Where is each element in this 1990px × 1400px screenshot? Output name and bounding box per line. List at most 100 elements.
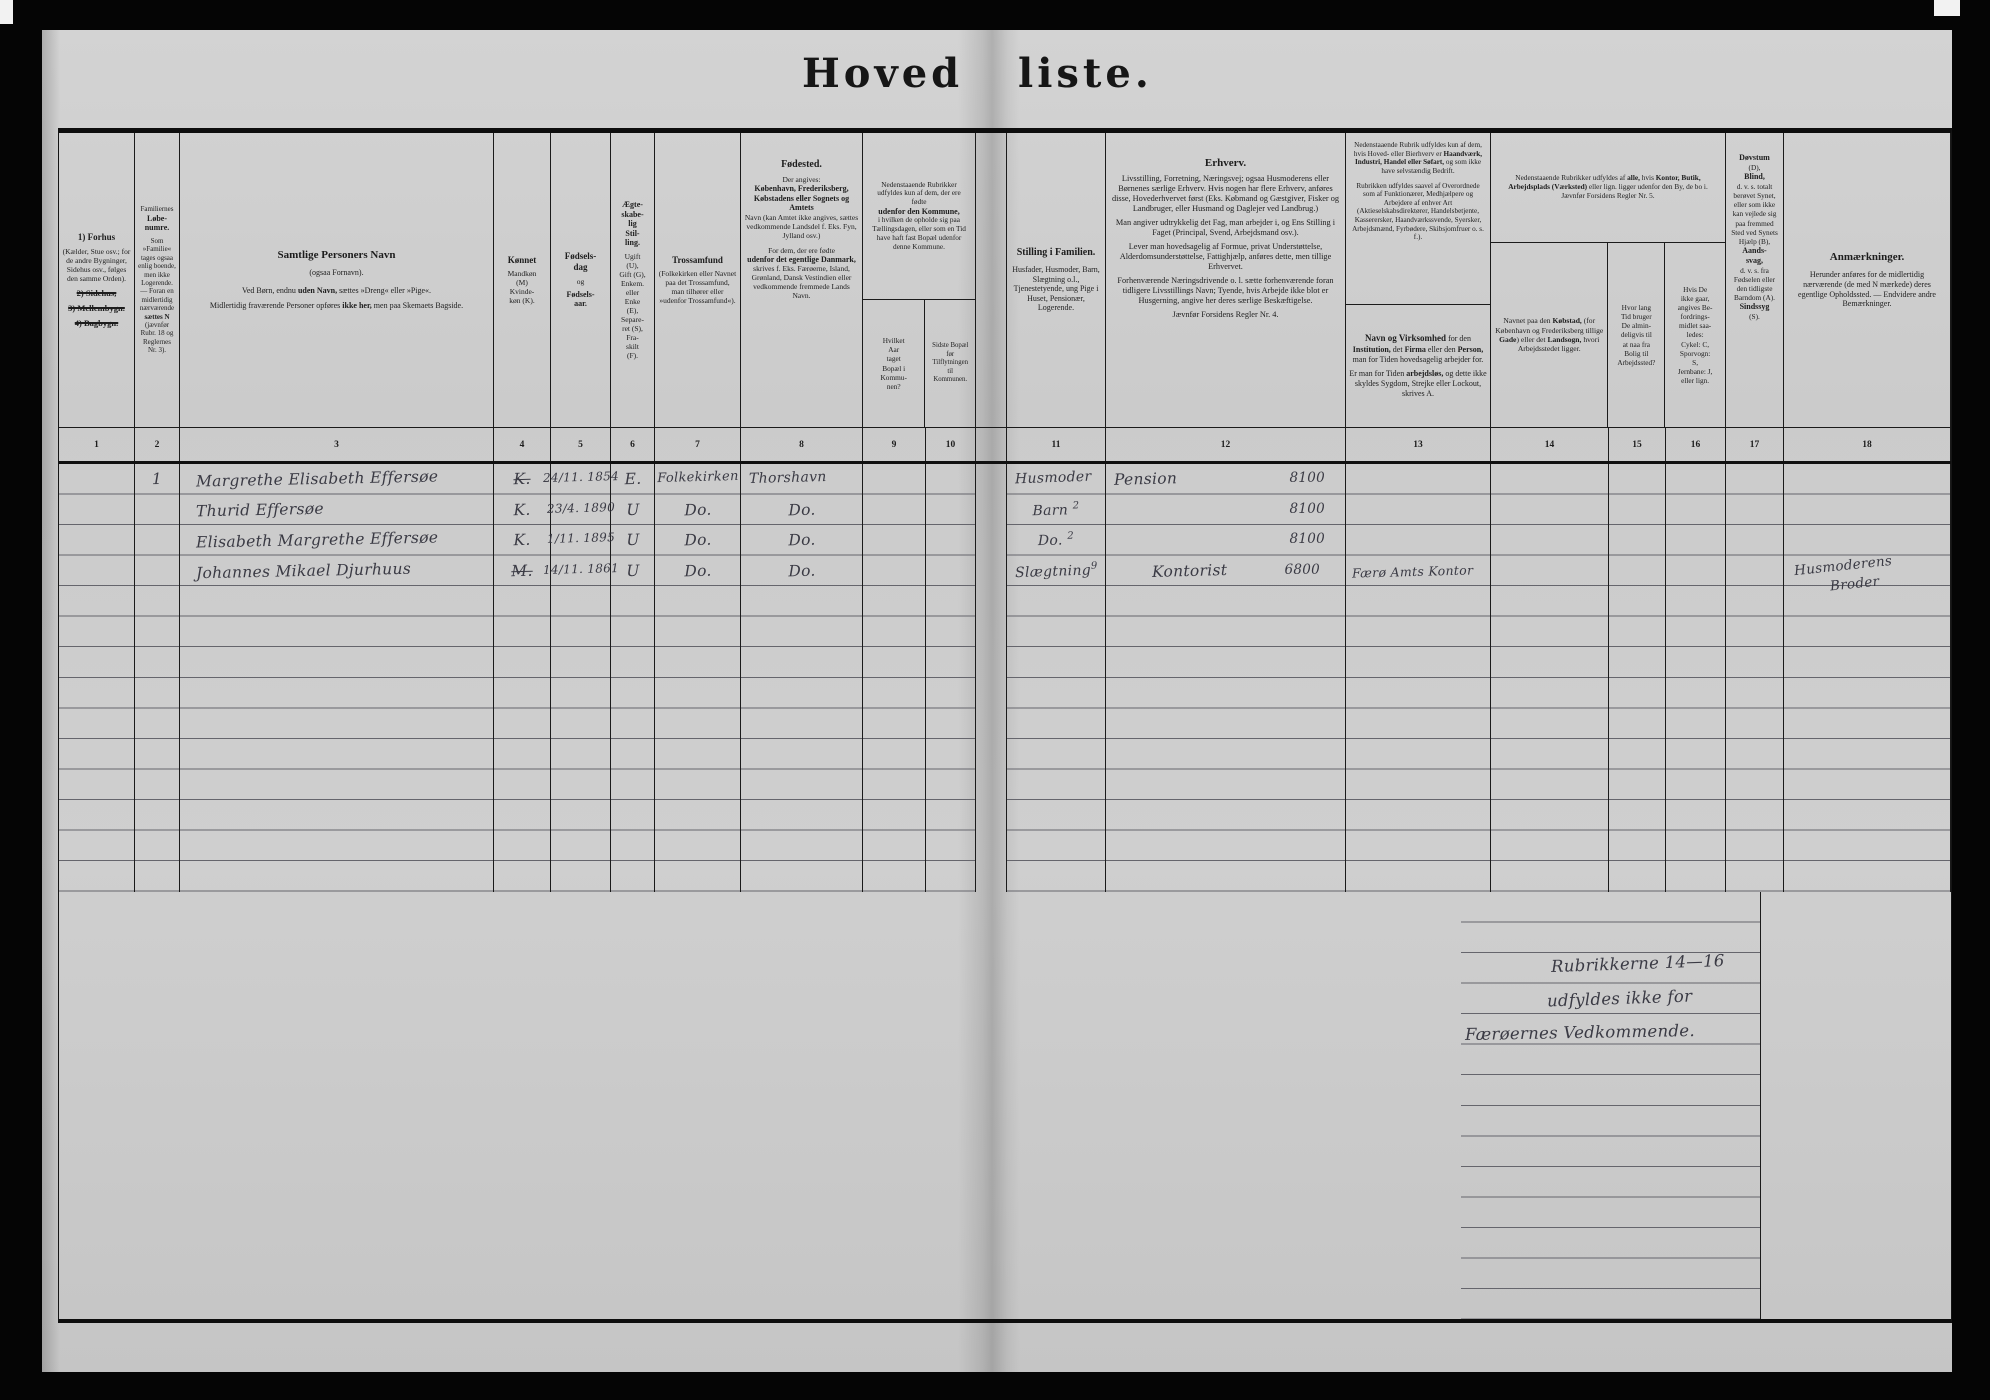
note-line: Rubrikkerne 14—16 xyxy=(1550,950,1725,976)
body-col-arbejdsgiver: Færø Amts Kontor xyxy=(1346,464,1491,892)
body-col-trossamfund: Folkekirken Do. Do. Do. xyxy=(655,464,741,892)
entry-occupation: Kontorist xyxy=(1151,560,1228,581)
entry-remark-line: Broder xyxy=(1829,573,1881,595)
body-col-koen: K. K. K. M. xyxy=(494,464,551,892)
body-col-stilling: Husmoder Barn 2 Do. 2 Slægtning9 xyxy=(1006,464,1106,892)
body-col-befordringsmiddel xyxy=(1666,464,1726,892)
column-header-arbejdssted: Navnet paa den Købstad, (for København o… xyxy=(1491,243,1609,427)
entry-sex: K. xyxy=(513,500,531,519)
column-number-2: 2 xyxy=(135,428,180,461)
entry-name: Thurid Effersøe xyxy=(195,499,325,520)
table-body: 1 Margrethe Elisabeth Effersøe Thurid Ef… xyxy=(59,464,1951,1319)
body-col-handicap xyxy=(1726,464,1784,892)
column-number-12: 12 xyxy=(1106,428,1346,461)
scan-artifact xyxy=(0,0,13,24)
column-header-koennet: Kønnet Mandkøn (M) Kvinde- køn (K). xyxy=(494,133,551,427)
column-header-foedested: Fødested. Der angives: København, Freder… xyxy=(741,133,863,427)
fold-gap xyxy=(976,133,1006,427)
body-col-rejsetid xyxy=(1609,464,1666,892)
entry-position: Barn 2 xyxy=(1032,499,1080,519)
column-number-14: 14 xyxy=(1491,428,1609,461)
column-group-header-14-16: Nedenstaaende Rubrikker udfyldes af alle… xyxy=(1491,133,1726,427)
page-title-word-2: liste. xyxy=(1018,50,1153,97)
entry-birthplace: Do. xyxy=(787,561,816,580)
body-col-aegteskabelig: E. U U U xyxy=(611,464,655,892)
entry-birthplace: Thorshavn xyxy=(748,468,827,488)
column-number-8: 8 xyxy=(741,428,863,461)
entry-birthdate: 24/11. 1854 xyxy=(542,469,619,485)
column-number-4: 4 xyxy=(494,428,551,461)
entry-marital-status: U xyxy=(625,500,640,519)
entry-birthdate: 14/11. 1861 xyxy=(542,560,619,577)
column-number-15: 15 xyxy=(1609,428,1666,461)
body-col-arbejdssted xyxy=(1491,464,1609,892)
scan-artifact xyxy=(1934,0,1960,16)
column-header-aegteskabelig-stilling: Ægte- skabe- lig Stil- ling. Ugift (U), … xyxy=(611,133,655,427)
column-header-sidste-bopael: Sidste Bopæl før Tilflytningen til Kommu… xyxy=(932,342,969,384)
fold-gap xyxy=(976,464,1006,892)
column-number-11: 11 xyxy=(1006,428,1106,461)
entry-occupation: Pension xyxy=(1113,469,1178,489)
body-col-sidste-bopael xyxy=(926,464,976,892)
column-number-3: 3 xyxy=(180,428,494,461)
note-line: udfyldes ikke for xyxy=(1546,985,1693,1011)
entry-marital-status: U xyxy=(625,530,640,550)
entry-position: Husmoder xyxy=(1014,468,1092,488)
page-edge-shadow xyxy=(42,30,60,1372)
column-number-10: 10 xyxy=(926,428,976,461)
entry-employer: Færø Amts Kontor xyxy=(1351,562,1474,581)
entry-birthplace: Do. xyxy=(787,500,816,519)
paper: Hoved liste. 1) Forhus (Kælder, Stue osv… xyxy=(42,30,1952,1372)
entry-family-number: 1 xyxy=(151,469,163,489)
entry-birthdate: 1/11. 1895 xyxy=(546,530,615,546)
note-line: Færøernes Vedkommende. xyxy=(1464,1020,1696,1044)
body-col-foedested: Thorshavn Do. Do. Do. xyxy=(741,464,863,892)
column-number-row: 1 2 3 4 5 6 7 8 9 10 11 12 13 14 15 16 1… xyxy=(59,427,1951,464)
column-header-loebenumre: Familiernes Løbe- numre. Som »Familie« t… xyxy=(135,133,180,427)
body-col-navn: Margrethe Elisabeth Effersøe Thurid Effe… xyxy=(180,464,494,892)
census-table: 1) Forhus (Kælder, Stue osv.; for de and… xyxy=(58,128,1952,1323)
entry-birthdate: 23/4. 1890 xyxy=(546,499,615,516)
entry-birthplace: Do. xyxy=(787,530,816,550)
column-number-18: 18 xyxy=(1784,428,1951,461)
table-header-row: 1) Forhus (Kælder, Stue osv.; for de and… xyxy=(59,133,1951,427)
entry-name: Elisabeth Margrethe Effersøe xyxy=(195,528,439,552)
entry-position: Slægtning9 xyxy=(1014,560,1098,581)
entry-sex: M. xyxy=(511,561,533,580)
entry-marital-status: E. xyxy=(623,469,642,489)
column-number-7: 7 xyxy=(655,428,741,461)
entry-occupation-code: 8100 xyxy=(1289,500,1325,517)
entry-religion: Do. xyxy=(683,500,712,519)
body-col-tilflytningsaar xyxy=(863,464,926,892)
entry-occupation-code: 8100 xyxy=(1289,470,1325,486)
column-number-6: 6 xyxy=(611,428,655,461)
column-number-13: 13 xyxy=(1346,428,1491,461)
column-number-5: 5 xyxy=(551,428,611,461)
column-number-1: 1 xyxy=(59,428,135,461)
column-header-befordringsmiddel: Hvis De ikke gaar, angives Be- fordrings… xyxy=(1677,284,1713,385)
handwritten-note-columns-14-16: Rubrikkerne 14—16 udfyldes ikke for Færø… xyxy=(1461,891,1761,1319)
column-header-navn: Samtlige Personers Navn (ogsaa Fornavn).… xyxy=(180,133,494,427)
column-header-trossamfund: Trossamfund (Folkekirken eller Navnet pa… xyxy=(655,133,741,427)
column-group-header-9-10: Nedenstaaende Rubrikker udfyldes kun af … xyxy=(863,133,976,427)
page-title-word-1: Hoved xyxy=(802,50,964,97)
entry-sex: K. xyxy=(513,469,531,489)
fold-gap xyxy=(976,428,1006,461)
column-header-doevstum-blind: Døvstum (D), Blind, d. v. s. totalt berø… xyxy=(1726,133,1784,427)
column-header-foedselsdag: Fødsels- dag og Fødsels- aar. xyxy=(551,133,611,427)
column-header-stilling-i-familien: Stilling i Familien. Husfader, Husmoder,… xyxy=(1006,133,1106,427)
body-col-foedselsdag: 24/11. 1854 23/4. 1890 1/11. 1895 14/11.… xyxy=(542,464,619,892)
column-header-erhverv: Erhverv. Livsstilling, Forretning, Nærin… xyxy=(1106,133,1346,427)
entry-occupation-code: 8100 xyxy=(1289,531,1325,547)
column-header-forhus: 1) Forhus (Kælder, Stue osv.; for de and… xyxy=(59,133,135,427)
entry-name: Margrethe Elisabeth Effersøe xyxy=(195,467,439,491)
entry-religion: Do. xyxy=(683,561,712,580)
column-header-13: Nedenstaaende Rubrik udfyldes kun af dem… xyxy=(1346,133,1491,427)
column-header-anmaerkninger: Anmærkninger. Herunder anføres for de mi… xyxy=(1784,133,1951,427)
column-header-rejsetid: Hvor lang Tid bruger De almin- deligvis … xyxy=(1608,243,1666,427)
entry-occupation-code: 6800 xyxy=(1284,561,1320,578)
body-col-erhverv: Pension Kontorist 8100 8100 8100 6800 xyxy=(1106,464,1346,892)
entry-religion: Do. xyxy=(683,530,712,550)
body-col-forhus xyxy=(59,464,135,892)
